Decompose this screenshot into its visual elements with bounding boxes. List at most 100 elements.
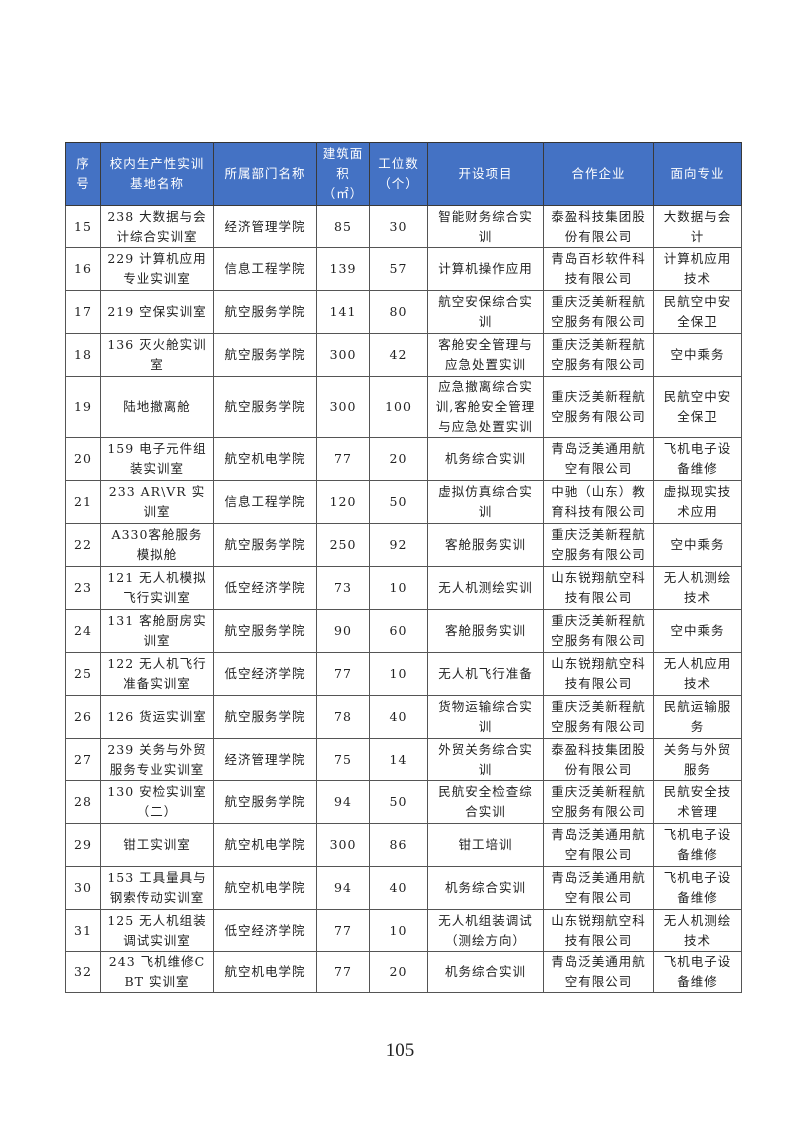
cell-base-name: 122 无人机飞行准备实训室	[100, 652, 214, 696]
cell-partner: 重庆泛美新程航空服务有限公司	[543, 780, 654, 824]
cell-base-name: A330客舱服务模拟舱	[100, 523, 214, 567]
cell-index: 27	[65, 738, 101, 781]
cell-partner: 山东锐翔航空科技有限公司	[543, 652, 654, 696]
cell-index: 22	[65, 523, 101, 567]
cell-partner: 重庆泛美新程航空服务有限公司	[543, 695, 654, 739]
cell-department: 航空服务学院	[213, 695, 317, 739]
cell-partner: 重庆泛美新程航空服务有限公司	[543, 609, 654, 653]
cell-department: 航空机电学院	[213, 866, 317, 910]
cell-index: 32	[65, 951, 101, 993]
table-row: 29 钳工实训室 航空机电学院 300 86 钳工培训 青岛泛美通用航空有限公司 飞机电子设备…	[65, 823, 742, 867]
cell-project: 民航安全检查综合实训	[427, 780, 544, 824]
cell-partner: 青岛泛美通用航空有限公司	[543, 823, 654, 867]
cell-area: 77	[316, 652, 370, 696]
cell-major: 飞机电子设备维修	[653, 437, 742, 481]
cell-major: 关务与外贸服务	[653, 738, 742, 781]
cell-workstations: 10	[369, 909, 428, 952]
cell-partner: 中驰（山东）教育科技有限公司	[543, 480, 654, 524]
cell-index: 21	[65, 480, 101, 524]
cell-workstations: 50	[369, 780, 428, 824]
table-row: 22 A330客舱服务模拟舱 航空服务学院 250 92 客舱服务实训 重庆泛美新程航空服务…	[65, 523, 742, 567]
cell-workstations: 42	[369, 333, 428, 377]
column-header-workstations: 工位数（个）	[369, 142, 428, 206]
cell-base-name: 229 计算机应用专业实训室	[100, 247, 214, 291]
cell-major: 虚拟现实技术应用	[653, 480, 742, 524]
cell-project: 航空安保综合实训	[427, 290, 544, 334]
cell-project: 机务综合实训	[427, 437, 544, 481]
cell-index: 31	[65, 909, 101, 952]
cell-project: 无人机测绘实训	[427, 566, 544, 610]
cell-area: 73	[316, 566, 370, 610]
column-header-major: 面向专业	[653, 142, 742, 206]
cell-major: 民航安全技术管理	[653, 780, 742, 824]
cell-project: 应急撤离综合实训,客舱安全管理与应急处置实训	[427, 376, 544, 438]
cell-base-name: 钳工实训室	[100, 823, 214, 867]
cell-major: 民航运输服务	[653, 695, 742, 739]
cell-partner: 重庆泛美新程航空服务有限公司	[543, 523, 654, 567]
cell-workstations: 20	[369, 951, 428, 993]
table-row: 30 153 工具量具与钢索传动实训室 航空机电学院 94 40 机务综合实训 青岛泛美通用…	[65, 866, 742, 910]
cell-area: 94	[316, 866, 370, 910]
cell-base-name: 159 电子元件组装实训室	[100, 437, 214, 481]
cell-area: 77	[316, 437, 370, 481]
cell-area: 77	[316, 951, 370, 993]
cell-department: 航空服务学院	[213, 523, 317, 567]
cell-base-name: 243 飞机维修CBT 实训室	[100, 951, 214, 993]
table-row: 28 130 安检实训室（二） 航空服务学院 94 50 民航安全检查综合实训 重庆泛美新程…	[65, 780, 742, 824]
cell-index: 29	[65, 823, 101, 867]
table-row: 21 233 AR\VR 实训室 信息工程学院 120 50 虚拟仿真综合实训 中驰（山东）…	[65, 480, 742, 524]
cell-project: 机务综合实训	[427, 951, 544, 993]
cell-major: 民航空中安全保卫	[653, 376, 742, 438]
cell-partner: 青岛泛美通用航空有限公司	[543, 951, 654, 993]
cell-partner: 山东锐翔航空科技有限公司	[543, 566, 654, 610]
cell-workstations: 10	[369, 652, 428, 696]
cell-project: 无人机飞行准备	[427, 652, 544, 696]
cell-major: 无人机测绘技术	[653, 909, 742, 952]
cell-base-name: 121 无人机模拟飞行实训室	[100, 566, 214, 610]
cell-base-name: 131 客舱厨房实训室	[100, 609, 214, 653]
cell-area: 300	[316, 376, 370, 438]
cell-major: 空中乘务	[653, 333, 742, 377]
cell-index: 17	[65, 290, 101, 334]
cell-workstations: 14	[369, 738, 428, 781]
cell-area: 94	[316, 780, 370, 824]
cell-area: 300	[316, 333, 370, 377]
cell-index: 19	[65, 376, 101, 438]
cell-workstations: 40	[369, 866, 428, 910]
cell-index: 26	[65, 695, 101, 739]
table-row: 23 121 无人机模拟飞行实训室 低空经济学院 73 10 无人机测绘实训 山东锐翔航空科…	[65, 566, 742, 610]
cell-major: 飞机电子设备维修	[653, 951, 742, 993]
cell-partner: 青岛泛美通用航空有限公司	[543, 437, 654, 481]
cell-area: 141	[316, 290, 370, 334]
cell-project: 计算机操作应用	[427, 247, 544, 291]
cell-area: 300	[316, 823, 370, 867]
cell-partner: 青岛泛美通用航空有限公司	[543, 866, 654, 910]
cell-project: 虚拟仿真综合实训	[427, 480, 544, 524]
cell-department: 航空服务学院	[213, 333, 317, 377]
cell-department: 航空机电学院	[213, 437, 317, 481]
cell-workstations: 40	[369, 695, 428, 739]
cell-department: 航空机电学院	[213, 951, 317, 993]
cell-area: 250	[316, 523, 370, 567]
cell-major: 无人机测绘技术	[653, 566, 742, 610]
table-row: 16 229 计算机应用专业实训室 信息工程学院 139 57 计算机操作应用 青岛百杉软件…	[65, 247, 742, 291]
column-header-base-name: 校内生产性实训基地名称	[100, 142, 214, 206]
table-header-row: 序号 校内生产性实训基地名称 所属部门名称 建筑面积（㎡） 工位数（个） 开设项目 合作企业…	[65, 142, 742, 206]
column-header-department: 所属部门名称	[213, 142, 317, 206]
table-row: 27 239 关务与外贸服务专业实训室 经济管理学院 75 14 外贸关务综合实训 泰盈科技…	[65, 738, 742, 781]
cell-base-name: 219 空保实训室	[100, 290, 214, 334]
table-row: 24 131 客舱厨房实训室 航空服务学院 90 60 客舱服务实训 重庆泛美新程航空服务有…	[65, 609, 742, 653]
cell-workstations: 50	[369, 480, 428, 524]
column-header-index: 序号	[65, 142, 101, 206]
cell-project: 货物运输综合实训	[427, 695, 544, 739]
cell-partner: 泰盈科技集团股份有限公司	[543, 205, 654, 248]
cell-area: 90	[316, 609, 370, 653]
cell-major: 大数据与会计	[653, 205, 742, 248]
cell-area: 77	[316, 909, 370, 952]
cell-base-name: 126 货运实训室	[100, 695, 214, 739]
table-row: 20 159 电子元件组装实训室 航空机电学院 77 20 机务综合实训 青岛泛美通用航空有…	[65, 437, 742, 481]
cell-workstations: 20	[369, 437, 428, 481]
table-row: 31 125 无人机组装调试实训室 低空经济学院 77 10 无人机组装调试（测绘方向）山…	[65, 909, 742, 952]
cell-partner: 泰盈科技集团股份有限公司	[543, 738, 654, 781]
cell-project: 客舱服务实训	[427, 523, 544, 567]
